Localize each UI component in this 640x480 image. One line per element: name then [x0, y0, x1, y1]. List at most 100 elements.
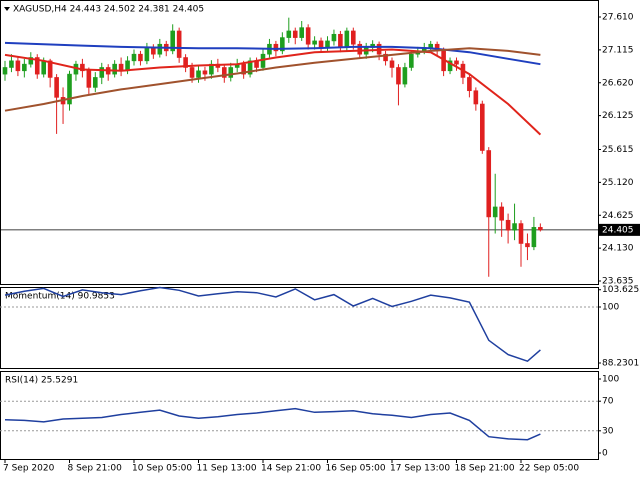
y-tick-label: 70	[602, 397, 614, 407]
y-tick-label: 27.115	[602, 45, 634, 55]
indicator-line	[4, 407, 541, 441]
x-tick-label: 14 Sep 21:00	[261, 464, 321, 474]
candle-body	[196, 70, 201, 78]
y-tick-label: 27.610	[602, 13, 634, 23]
candle-body	[512, 223, 517, 231]
y-tick-label: 24.130	[602, 244, 634, 254]
indicator-line	[4, 47, 541, 112]
candle-body	[273, 43, 279, 52]
candle-body	[138, 53, 143, 62]
panel-title: Momentum(14) 90.9853	[5, 292, 115, 302]
candle-body	[525, 243, 530, 248]
candle-body	[428, 43, 434, 48]
y-tick-label: 26.620	[602, 78, 634, 88]
candle-body	[131, 53, 137, 62]
candle-body	[286, 30, 292, 38]
candle-body	[34, 57, 40, 75]
candle-body	[499, 206, 504, 221]
candle-body	[15, 60, 21, 72]
panel-title: RSI(14) 25.5291	[5, 376, 78, 386]
price-label-box	[598, 223, 640, 236]
candle-body	[151, 47, 156, 55]
y-tick-label: 0	[602, 449, 608, 459]
candle-body	[331, 33, 337, 42]
y-tick-label: 24.625	[602, 211, 634, 221]
candle-body	[86, 70, 92, 88]
candle-body	[357, 43, 363, 55]
candle-body	[170, 30, 175, 52]
candle-body	[338, 33, 343, 48]
x-tick-label: 11 Sep 13:00	[197, 464, 257, 474]
panel-title: XAGUSD,H4 24.443 24.502 24.381 24.405	[13, 5, 204, 15]
candle-body	[292, 30, 298, 38]
candle-body	[396, 67, 401, 85]
candle-body	[112, 63, 117, 75]
candle-body	[486, 150, 492, 218]
candle-body	[202, 70, 208, 75]
y-tick-label: 23.635	[602, 277, 634, 287]
indicator-line	[4, 286, 541, 363]
panel-frame	[0, 287, 599, 369]
candle-body	[241, 63, 246, 75]
candle-body	[344, 30, 350, 48]
candle-body	[22, 63, 27, 72]
candle-body	[157, 43, 163, 55]
candle-body	[144, 47, 150, 62]
candle-body	[402, 67, 408, 85]
x-tick-label: 8 Sep 21:00	[68, 464, 123, 474]
price-label: 24.405	[602, 225, 634, 235]
candle-body	[41, 60, 47, 75]
candle-body	[454, 60, 459, 65]
y-tick-label: 25.615	[602, 145, 634, 155]
candle-body	[28, 57, 34, 65]
candle-body	[409, 53, 414, 68]
y-tick-label: 26.125	[602, 111, 634, 121]
candle-body	[350, 30, 356, 45]
candle-body	[183, 57, 188, 68]
candle-body	[2, 67, 8, 75]
candle-body	[518, 223, 524, 244]
candle-body	[54, 77, 59, 98]
candle-body	[280, 37, 285, 52]
candle-body	[538, 227, 543, 231]
candle-body	[473, 90, 479, 105]
candle-body	[67, 73, 72, 105]
candle-body	[312, 40, 317, 45]
y-tick-label: 100	[602, 374, 619, 384]
symbol-marker	[4, 7, 10, 11]
panel-frame	[0, 0, 599, 285]
y-tick-label: 30	[602, 426, 614, 436]
x-tick-label: 10 Sep 05:00	[132, 464, 192, 474]
y-tick-label: 88.2301	[602, 359, 639, 369]
candle-body	[383, 53, 388, 62]
candle-body	[228, 67, 234, 78]
candle-body	[389, 60, 395, 68]
y-tick-label: 100	[602, 302, 619, 312]
x-tick-label: 17 Sep 13:00	[390, 464, 450, 474]
candle-body	[222, 67, 227, 78]
candle-body	[189, 67, 195, 78]
candle-body	[9, 60, 14, 68]
candle-body	[479, 103, 485, 151]
x-tick-label: 22 Sep 05:00	[519, 464, 579, 474]
candle-body	[80, 63, 85, 72]
candle-body	[505, 219, 511, 231]
candle-body	[305, 27, 311, 45]
candle-body	[99, 67, 105, 78]
panel-frame	[0, 371, 599, 460]
candle-body	[176, 30, 182, 58]
y-tick-label: 25.120	[602, 178, 634, 188]
indicator-line	[4, 41, 541, 66]
x-tick-label: 16 Sep 05:00	[326, 464, 386, 474]
candle-body	[492, 206, 498, 218]
candle-body	[299, 27, 305, 38]
y-tick-label: 103.6253	[602, 285, 640, 295]
candle-body	[447, 60, 453, 72]
candle-body	[93, 77, 98, 88]
indicator-line	[4, 48, 542, 136]
candle-body	[247, 60, 253, 75]
candle-body	[47, 60, 53, 78]
x-tick-label: 18 Sep 21:00	[455, 464, 515, 474]
